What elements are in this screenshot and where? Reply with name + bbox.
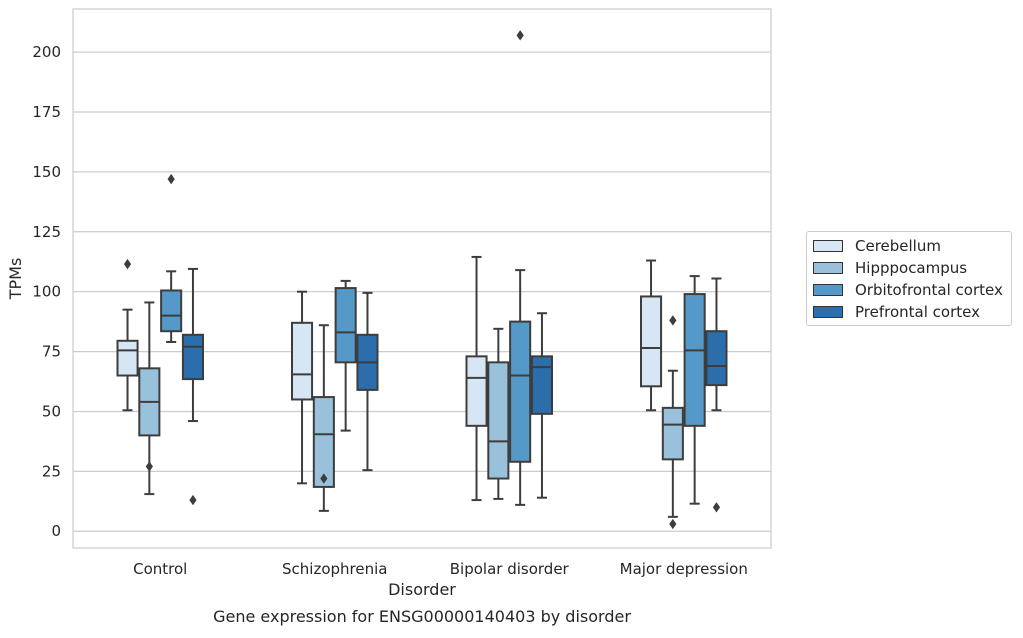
legend-swatch-hippocampus	[813, 262, 843, 274]
box-cerebellum-control-outlier-0	[123, 258, 132, 270]
box-prefrontal-cortex-bipolar-disorder-iqr	[530, 355, 554, 415]
box-prefrontal-cortex-major-depression-outlier-0	[712, 502, 721, 513]
box-prefrontal-cortex-schizophrenia	[356, 291, 379, 472]
box-hipppocampus-bipolar-disorder	[487, 327, 510, 500]
y-tick-label-75: 75	[42, 343, 61, 361]
box-hipppocampus-bipolar-disorder-iqr	[487, 361, 510, 480]
box-orbitofrontal-cortex-schizophrenia	[334, 279, 357, 432]
box-hipppocampus-schizophrenia-outlier-0	[320, 473, 328, 484]
y-tick-label-25: 25	[42, 462, 61, 480]
x-axis-label: Disorder	[388, 580, 456, 599]
box-orbitofrontal-cortex-schizophrenia-iqr	[334, 287, 357, 364]
box-prefrontal-cortex-control	[181, 267, 205, 506]
box-hipppocampus-schizophrenia	[312, 324, 335, 512]
y-tick-label-50: 50	[42, 402, 61, 420]
box-prefrontal-cortex-control-iqr	[181, 333, 205, 381]
plot-frame	[72, 8, 772, 549]
x-tick-label-bipolar-disorder: Bipolar disorder	[450, 560, 570, 578]
chart-caption: Gene expression for ENSG00000140403 by d…	[213, 607, 631, 626]
box-hipppocampus-major-depression-outlier-0	[669, 518, 677, 530]
legend-label-orbitofrontal-cortex: Orbitofrontal cortex	[855, 281, 1003, 299]
box-cerebellum-major-depression	[639, 259, 663, 412]
box-layer	[116, 30, 728, 530]
legend-item-cerebellum: Cerebellum	[813, 237, 941, 255]
box-orbitofrontal-cortex-control-outlier-0	[167, 173, 175, 185]
box-prefrontal-cortex-major-depression	[705, 277, 728, 513]
y-tick-labels: 0 25 50 75 100 125 150 175 200	[32, 43, 61, 540]
y-tick-label-150: 150	[32, 163, 61, 181]
box-cerebellum-control-iqr	[116, 339, 139, 377]
x-tick-label-schizophrenia: Schizophrenia	[282, 560, 387, 578]
box-orbitofrontal-cortex-major-depression-iqr	[683, 293, 706, 427]
y-tick-label-0: 0	[51, 522, 61, 540]
box-cerebellum-bipolar-disorder-iqr	[465, 355, 488, 427]
legend: Cerebellum Hipppocampus Orbitofrontal co…	[806, 231, 1012, 326]
box-orbitofrontal-cortex-bipolar-disorder	[509, 30, 532, 506]
box-prefrontal-cortex-control-outlier-0	[189, 494, 197, 506]
legend-swatch-orbitofrontal-cortex	[813, 284, 843, 296]
box-hipppocampus-schizophrenia-iqr	[312, 396, 335, 488]
box-orbitofrontal-cortex-major-depression	[683, 275, 706, 505]
y-tick-label-200: 200	[32, 43, 61, 61]
box-prefrontal-cortex-major-depression-iqr	[705, 330, 728, 387]
box-hipppocampus-control-outlier-0	[145, 461, 153, 472]
legend-label-cerebellum: Cerebellum	[855, 237, 941, 255]
y-tick-label-175: 175	[32, 103, 61, 121]
y-tick-label-125: 125	[32, 223, 61, 241]
box-hipppocampus-major-depression-outlier-1	[669, 315, 677, 326]
box-orbitofrontal-cortex-control-iqr	[160, 289, 183, 333]
legend-item-orbitofrontal-cortex: Orbitofrontal cortex	[813, 281, 1003, 299]
box-hipppocampus-control	[138, 301, 161, 496]
legend-item-prefrontal-cortex: Prefrontal cortex	[813, 303, 980, 321]
y-tick-label-100: 100	[32, 283, 61, 301]
x-tick-label-major-depression: Major depression	[620, 560, 748, 578]
x-tick-label-control: Control	[133, 560, 187, 578]
box-cerebellum-schizophrenia-iqr	[290, 321, 314, 401]
box-hipppocampus-major-depression	[661, 315, 684, 530]
legend-item-hippocampus: Hipppocampus	[813, 259, 967, 277]
box-cerebellum-major-depression-iqr	[639, 295, 663, 388]
box-cerebellum-schizophrenia	[290, 290, 314, 485]
legend-label-prefrontal-cortex: Prefrontal cortex	[855, 303, 980, 321]
box-hipppocampus-major-depression-iqr	[661, 406, 684, 461]
box-cerebellum-bipolar-disorder	[465, 255, 488, 502]
box-prefrontal-cortex-bipolar-disorder	[530, 312, 554, 499]
legend-label-hippocampus: Hipppocampus	[855, 259, 968, 277]
box-cerebellum-control	[116, 258, 139, 412]
box-orbitofrontal-cortex-control	[160, 173, 183, 343]
legend-swatch-cerebellum	[813, 240, 843, 252]
box-orbitofrontal-cortex-bipolar-disorder-outlier-0	[516, 30, 524, 41]
box-orbitofrontal-cortex-bipolar-disorder-iqr	[509, 320, 532, 463]
x-tick-labels: Control Schizophrenia Bipolar disorder Majo…	[133, 560, 748, 578]
legend-swatch-prefrontal-cortex	[813, 306, 843, 318]
y-axis-label: TPMs	[6, 258, 25, 301]
